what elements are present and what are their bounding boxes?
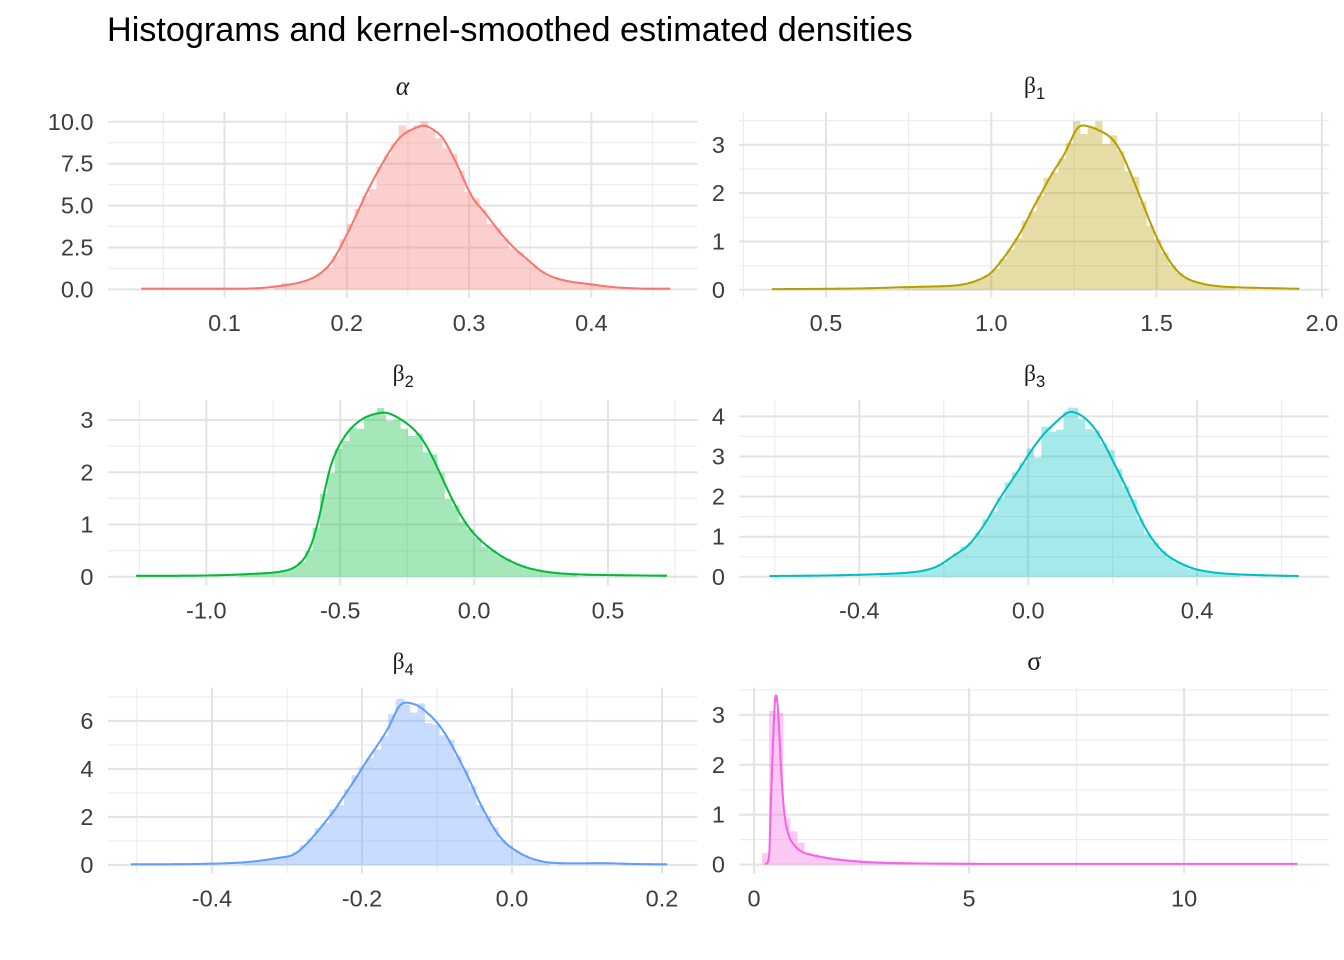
- svg-text:0.0: 0.0: [458, 598, 491, 624]
- svg-text:10: 10: [1171, 886, 1197, 912]
- svg-text:5.0: 5.0: [61, 193, 94, 219]
- svg-text:0.5: 0.5: [810, 310, 843, 336]
- svg-text:3: 3: [712, 702, 725, 728]
- svg-text:-0.2: -0.2: [342, 886, 383, 912]
- svg-text:0.2: 0.2: [646, 886, 679, 912]
- svg-text:-1.0: -1.0: [186, 598, 227, 624]
- svg-text:2: 2: [712, 180, 725, 206]
- svg-text:1.5: 1.5: [1140, 310, 1173, 336]
- svg-text:10.0: 10.0: [48, 109, 94, 135]
- svg-text:σ: σ: [1027, 646, 1041, 675]
- svg-text:2: 2: [80, 804, 93, 830]
- svg-text:-0.4: -0.4: [839, 598, 880, 624]
- svg-text:1: 1: [712, 524, 725, 550]
- svg-text:5: 5: [963, 886, 976, 912]
- svg-text:0: 0: [748, 886, 761, 912]
- svg-text:0: 0: [80, 564, 93, 590]
- svg-text:4: 4: [712, 403, 725, 429]
- svg-text:0: 0: [712, 564, 725, 590]
- svg-text:0.3: 0.3: [453, 310, 486, 336]
- svg-text:3: 3: [712, 444, 725, 470]
- svg-text:4: 4: [80, 756, 93, 782]
- svg-text:0.2: 0.2: [330, 310, 363, 336]
- svg-text:0.0: 0.0: [1012, 598, 1045, 624]
- svg-text:6: 6: [80, 708, 93, 734]
- svg-text:0.4: 0.4: [1181, 598, 1214, 624]
- svg-text:0.1: 0.1: [208, 310, 241, 336]
- svg-text:-0.4: -0.4: [192, 886, 233, 912]
- svg-text:-0.5: -0.5: [320, 598, 361, 624]
- svg-text:0.4: 0.4: [575, 310, 608, 336]
- svg-text:1: 1: [712, 229, 725, 255]
- svg-text:1.0: 1.0: [975, 310, 1008, 336]
- svg-text:α: α: [396, 71, 411, 100]
- svg-text:2.5: 2.5: [61, 235, 94, 261]
- svg-text:2.0: 2.0: [1306, 310, 1339, 336]
- svg-text:3: 3: [712, 132, 725, 158]
- svg-text:2: 2: [712, 752, 725, 778]
- svg-text:2: 2: [712, 484, 725, 510]
- svg-text:0.5: 0.5: [592, 598, 625, 624]
- svg-text:1: 1: [80, 512, 93, 538]
- svg-text:7.5: 7.5: [61, 151, 94, 177]
- svg-text:3: 3: [80, 407, 93, 433]
- svg-text:Histograms and kernel-smoothed: Histograms and kernel-smoothed estimated…: [107, 11, 913, 49]
- svg-text:0: 0: [712, 852, 725, 878]
- svg-text:1: 1: [712, 802, 725, 828]
- svg-text:2: 2: [80, 459, 93, 485]
- svg-text:0.0: 0.0: [496, 886, 529, 912]
- svg-text:0.0: 0.0: [61, 276, 94, 302]
- svg-text:0: 0: [80, 852, 93, 878]
- svg-text:0: 0: [712, 277, 725, 303]
